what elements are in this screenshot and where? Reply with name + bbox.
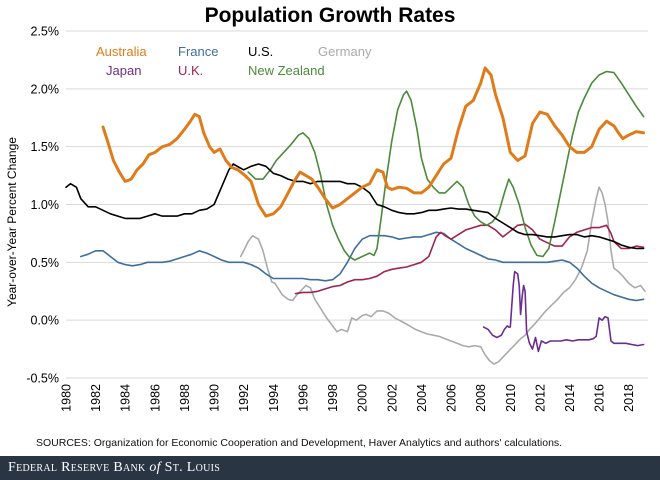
series-line-germany <box>239 186 646 365</box>
x-tick-label: 2018 <box>622 384 636 412</box>
footer-brand-of: of <box>149 460 161 475</box>
x-tick-label: 1986 <box>148 384 162 412</box>
x-tick-label: 1992 <box>237 384 251 412</box>
chart-plot: 2.5%2.0%1.5%1.0%0.5%0.0%-0.5% 1980 1982 19… <box>5 25 648 412</box>
x-tick-labels: 1980 1982 1984 1986 1988 1990 1992 1994 1996 1998… <box>60 384 637 412</box>
legend-u-s: U.S. <box>248 44 273 59</box>
legend-japan: Japan <box>106 63 141 78</box>
x-tick-label: 1988 <box>178 384 192 412</box>
series-line-new-zealand <box>247 70 645 261</box>
y-tick-label: 2.5% <box>31 25 60 39</box>
series-line-france <box>80 231 645 302</box>
y-tick-label: 2.0% <box>31 82 60 96</box>
series-line-u-s <box>65 163 645 250</box>
legend-new-zealand: New Zealand <box>248 63 325 78</box>
series-lines <box>65 66 646 365</box>
legend-u-k: U.K. <box>178 63 203 78</box>
footer-brand-post: St. Louis <box>160 460 221 475</box>
legend-australia: Australia <box>96 44 147 59</box>
y-tick-label: -0.5% <box>26 372 59 386</box>
x-tick-label: 2004 <box>415 384 429 412</box>
chart-title: Population Growth Rates <box>204 4 456 27</box>
gridlines <box>66 30 648 379</box>
y-tick-label: 1.5% <box>31 140 60 154</box>
footer-brand-pre: Federal Reserve Bank <box>8 460 150 475</box>
x-tick-label: 1996 <box>296 384 310 412</box>
series-line-australia <box>101 66 646 218</box>
footer-brand: Federal Reserve Bank of St. Louis <box>8 460 220 476</box>
x-tick-label: 2010 <box>504 384 518 412</box>
legend-germany: Germany <box>318 44 372 59</box>
x-tick-label: 2016 <box>593 384 607 412</box>
y-axis-title: Year-over-Year Percent Change <box>5 137 19 307</box>
series-line-japan <box>482 270 645 353</box>
series-line-u-k <box>294 223 645 295</box>
x-tick-label: 2006 <box>445 384 459 412</box>
x-tick-label: 2008 <box>474 384 488 412</box>
x-tick-label: 1980 <box>60 384 74 412</box>
x-tick-label: 1982 <box>89 384 103 412</box>
x-tick-label: 1994 <box>267 384 281 412</box>
x-tick-label: 2014 <box>563 384 577 412</box>
x-tick-label: 1984 <box>119 384 133 412</box>
x-tick-label: 2012 <box>533 384 547 412</box>
y-tick-label: 1.0% <box>31 198 60 212</box>
x-tick-label: 2000 <box>356 384 370 412</box>
sources-note: SOURCES: Organization for Economic Coope… <box>36 437 563 449</box>
x-tick-label: 2002 <box>385 384 399 412</box>
y-tick-label: 0.0% <box>31 314 60 328</box>
y-tick-label: 0.5% <box>31 256 60 270</box>
x-tick-label: 1990 <box>208 384 222 412</box>
legend: Australia France U.S. Germany Japan U.K. New Z… <box>96 44 372 78</box>
x-tick-label: 1998 <box>326 384 340 412</box>
legend-france: France <box>178 44 218 59</box>
footer-bar: Federal Reserve Bank of St. Louis <box>0 456 660 480</box>
y-tick-labels: 2.5% 2.0% 1.5% 1.0% 0.5% 0.0% -0.5% <box>26 25 59 386</box>
